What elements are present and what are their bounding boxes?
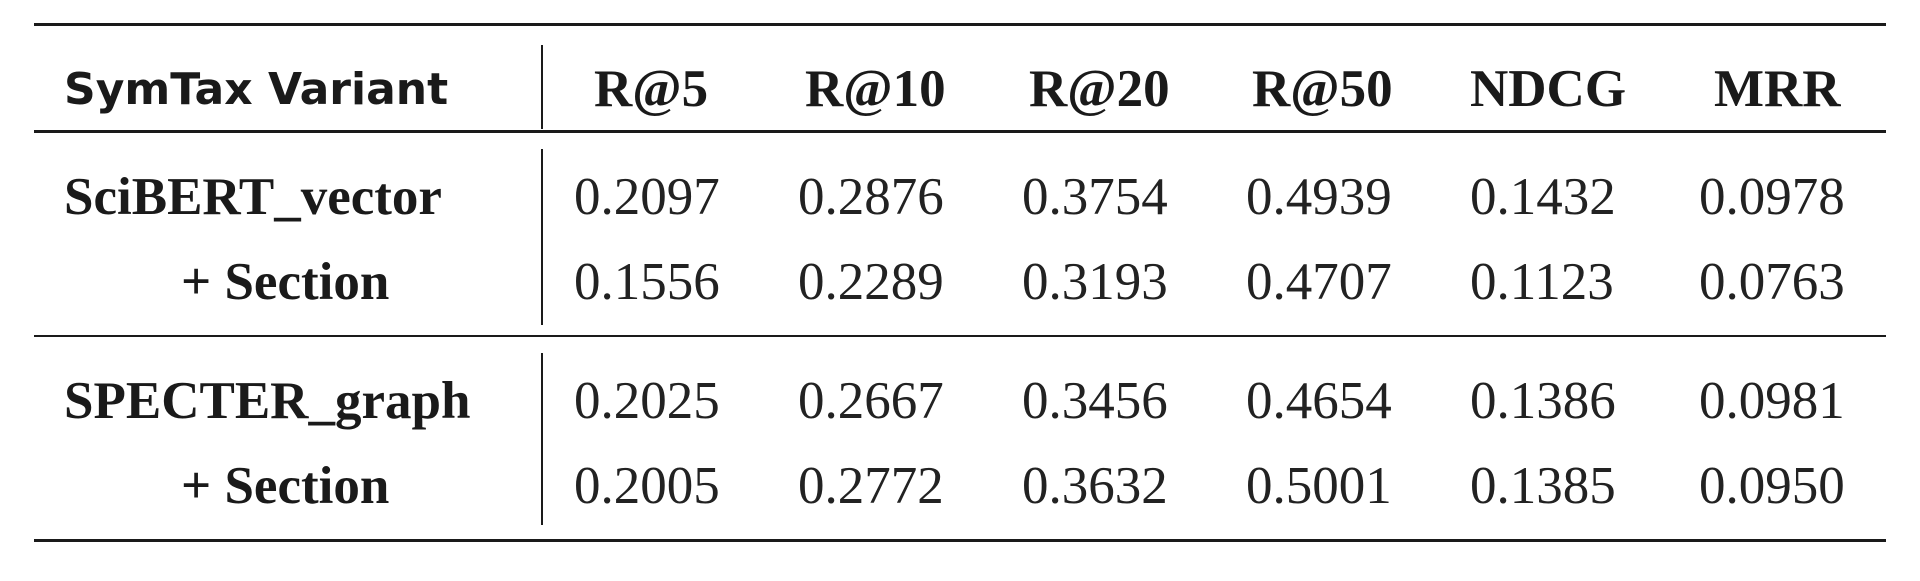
cell-ndcg: 0.1123 (1470, 253, 1614, 311)
cell-ndcg: 0.1432 (1470, 168, 1616, 226)
cell-r20: 0.3456 (1022, 372, 1168, 430)
cell-r50: 0.4654 (1246, 372, 1392, 430)
cell-ndcg: 0.1386 (1470, 372, 1616, 430)
cell-mrr: 0.0950 (1699, 457, 1845, 515)
cell-r5: 0.1556 (574, 253, 720, 311)
row-variant: + Section (181, 457, 390, 515)
row-variant: SciBERT_vector (64, 168, 442, 226)
cell-r20: 0.3632 (1022, 457, 1168, 515)
header-r50: R@50 (1252, 60, 1393, 118)
header-variant: SymTax Variant (64, 64, 449, 115)
header-r10: R@10 (805, 60, 946, 118)
cell-r5: 0.2025 (574, 372, 720, 430)
cell-r20: 0.3193 (1022, 253, 1168, 311)
row-variant: + Section (181, 253, 390, 311)
results-table: SymTax Variant R@5 R@10 R@20 R@50 NDCG M… (34, 23, 1886, 543)
top-rule (34, 23, 1886, 26)
column-divider (541, 353, 543, 525)
header-rule (34, 130, 1886, 133)
cell-r50: 0.5001 (1246, 457, 1392, 515)
cell-r50: 0.4707 (1246, 253, 1392, 311)
cell-r5: 0.2097 (574, 168, 720, 226)
cell-r20: 0.3754 (1022, 168, 1168, 226)
cell-ndcg: 0.1385 (1470, 457, 1616, 515)
cell-r10: 0.2667 (798, 372, 944, 430)
bottom-rule (34, 539, 1886, 542)
header-ndcg: NDCG (1470, 60, 1627, 118)
cell-r10: 0.2772 (798, 457, 944, 515)
cell-r5: 0.2005 (574, 457, 720, 515)
row-variant: SPECTER_graph (64, 372, 471, 430)
cell-mrr: 0.0981 (1699, 372, 1845, 430)
header-mrr: MRR (1714, 60, 1841, 118)
cell-mrr: 0.0763 (1699, 253, 1845, 311)
group-divider-rule (34, 335, 1886, 337)
cell-mrr: 0.0978 (1699, 168, 1845, 226)
cell-r10: 0.2289 (798, 253, 944, 311)
column-divider (541, 149, 543, 325)
header-r20: R@20 (1029, 60, 1170, 118)
cell-r50: 0.4939 (1246, 168, 1392, 226)
column-divider (541, 45, 543, 129)
header-r5: R@5 (594, 60, 709, 118)
cell-r10: 0.2876 (798, 168, 944, 226)
